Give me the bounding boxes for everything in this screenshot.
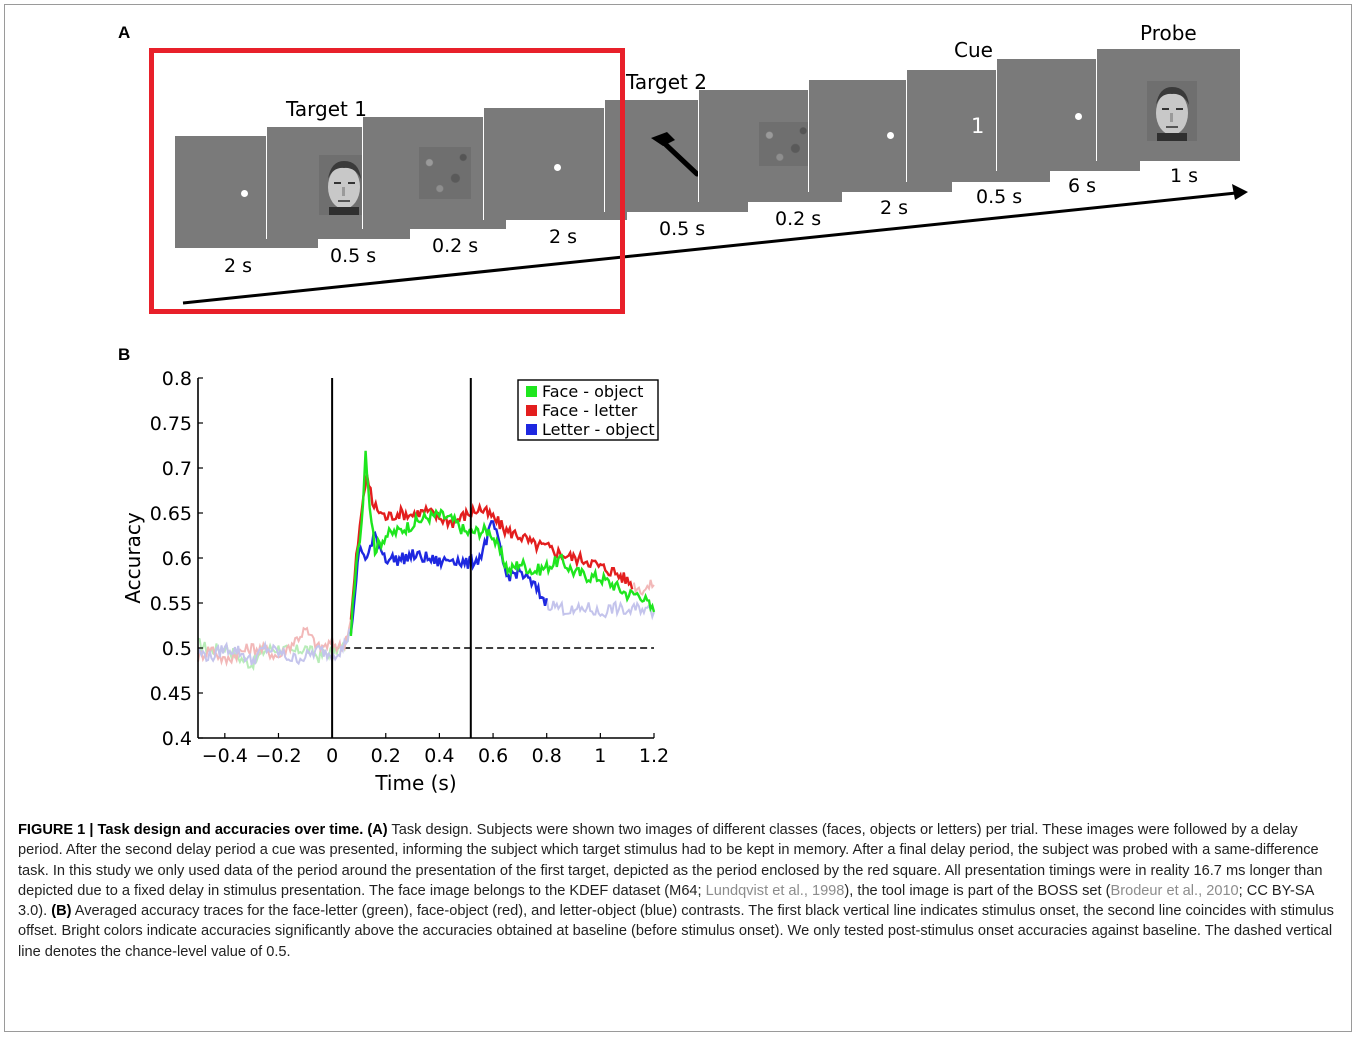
timing-label: 0.5 s bbox=[659, 218, 706, 240]
legend-box bbox=[517, 379, 659, 441]
x-tick-label: 1.2 bbox=[639, 745, 669, 767]
accuracy-chart: 0.4 0.45 0.5 0.55 0.6 0.65 0.7 0.75 0.8 −0.4 −0.2 0… bbox=[121, 368, 669, 795]
x-tick-label: 0.4 bbox=[424, 745, 454, 767]
x-tick-label: 0.2 bbox=[371, 745, 401, 767]
y-tick-label: 0.8 bbox=[162, 368, 192, 390]
y-tick-label: 0.75 bbox=[150, 413, 192, 435]
series-line-significant bbox=[349, 520, 548, 634]
y-tick-label: 0.4 bbox=[162, 728, 192, 750]
x-tick-label: 0.8 bbox=[532, 745, 562, 767]
red-highlight-square bbox=[149, 48, 625, 314]
series-line-significant bbox=[349, 474, 634, 620]
cue-label: Cue bbox=[954, 38, 993, 62]
legend-entry: Letter - object bbox=[542, 420, 655, 439]
target1-label: Target 1 bbox=[286, 97, 367, 121]
legend-entry: Face - object bbox=[542, 382, 643, 401]
caption-text-a: Task design. Subjects were shown two ima… bbox=[18, 822, 1323, 899]
y-axis-label: Accuracy bbox=[121, 512, 145, 603]
timing-label: 2 s bbox=[880, 197, 909, 219]
probe-label: Probe bbox=[1140, 21, 1197, 45]
panel-a-letter: A bbox=[118, 23, 131, 42]
x-tick-label: −0.2 bbox=[255, 745, 301, 767]
series-line-faded-post bbox=[632, 579, 655, 596]
y-tick-label: 0.65 bbox=[150, 503, 192, 525]
timing-label: 0.2 s bbox=[775, 208, 822, 230]
x-tick-label: −0.4 bbox=[202, 745, 248, 767]
caption-label: FIGURE 1 | Task design and accuracies ov… bbox=[18, 822, 364, 838]
cue-digit: 1 bbox=[971, 114, 985, 138]
probe-slide bbox=[1096, 48, 1240, 161]
y-tick-label: 0.55 bbox=[150, 593, 192, 615]
caption-marker-b: (B) bbox=[51, 903, 72, 920]
legend-swatch bbox=[526, 386, 537, 397]
series-line-faded-post bbox=[545, 598, 655, 621]
figure-caption: FIGURE 1 | Task design and accuracies ov… bbox=[18, 820, 1340, 962]
noise-mask-icon bbox=[759, 122, 811, 166]
x-tick-label: 0.6 bbox=[478, 745, 508, 767]
x-axis-label: Time (s) bbox=[374, 771, 456, 795]
panel-b-letter: B bbox=[118, 345, 131, 364]
fixation-dot bbox=[554, 164, 561, 171]
series-line-faded-pre bbox=[197, 628, 352, 666]
y-tick-label: 0.5 bbox=[162, 638, 192, 660]
timing-label: 0.5 s bbox=[976, 186, 1023, 208]
x-tick-label: 1 bbox=[594, 745, 606, 767]
legend-swatch bbox=[526, 405, 537, 416]
noise-mask-icon bbox=[419, 147, 471, 199]
target2-label: Target 2 bbox=[626, 70, 707, 94]
timing-label: 1 s bbox=[1170, 165, 1199, 187]
panel-a-task-design: A 1 bbox=[0, 0, 1358, 330]
fixation-dot bbox=[1075, 113, 1082, 120]
hammer-icon bbox=[651, 132, 700, 177]
series-line-faded-pre bbox=[197, 619, 352, 668]
caption-text-license: ; CC BY-SA 3.0). bbox=[18, 882, 1314, 920]
legend-entry: Face - letter bbox=[542, 401, 638, 420]
y-tick-label: 0.7 bbox=[162, 458, 192, 480]
face-image-icon bbox=[1147, 81, 1197, 141]
caption-text-mid: ), the tool image is part of the BOSS se… bbox=[844, 882, 1111, 899]
figure-frame bbox=[4, 4, 1352, 1032]
caption-marker-a: (A) bbox=[367, 822, 388, 838]
caption-text-b: Averaged accuracy traces for the face-le… bbox=[18, 903, 1334, 960]
y-tick-label: 0.45 bbox=[150, 683, 192, 705]
fixation-dot bbox=[887, 132, 894, 139]
caption-ref-brodeur: Brodeur et al., 2010 bbox=[1110, 882, 1239, 899]
y-tick-label: 0.6 bbox=[162, 548, 192, 570]
timing-label: 6 s bbox=[1068, 175, 1097, 197]
x-tick-label: 0 bbox=[326, 745, 338, 767]
caption-ref-lundqvist: Lundqvist et al., 1998 bbox=[705, 882, 845, 899]
legend-swatch bbox=[526, 424, 537, 435]
series-line-significant bbox=[349, 450, 656, 636]
